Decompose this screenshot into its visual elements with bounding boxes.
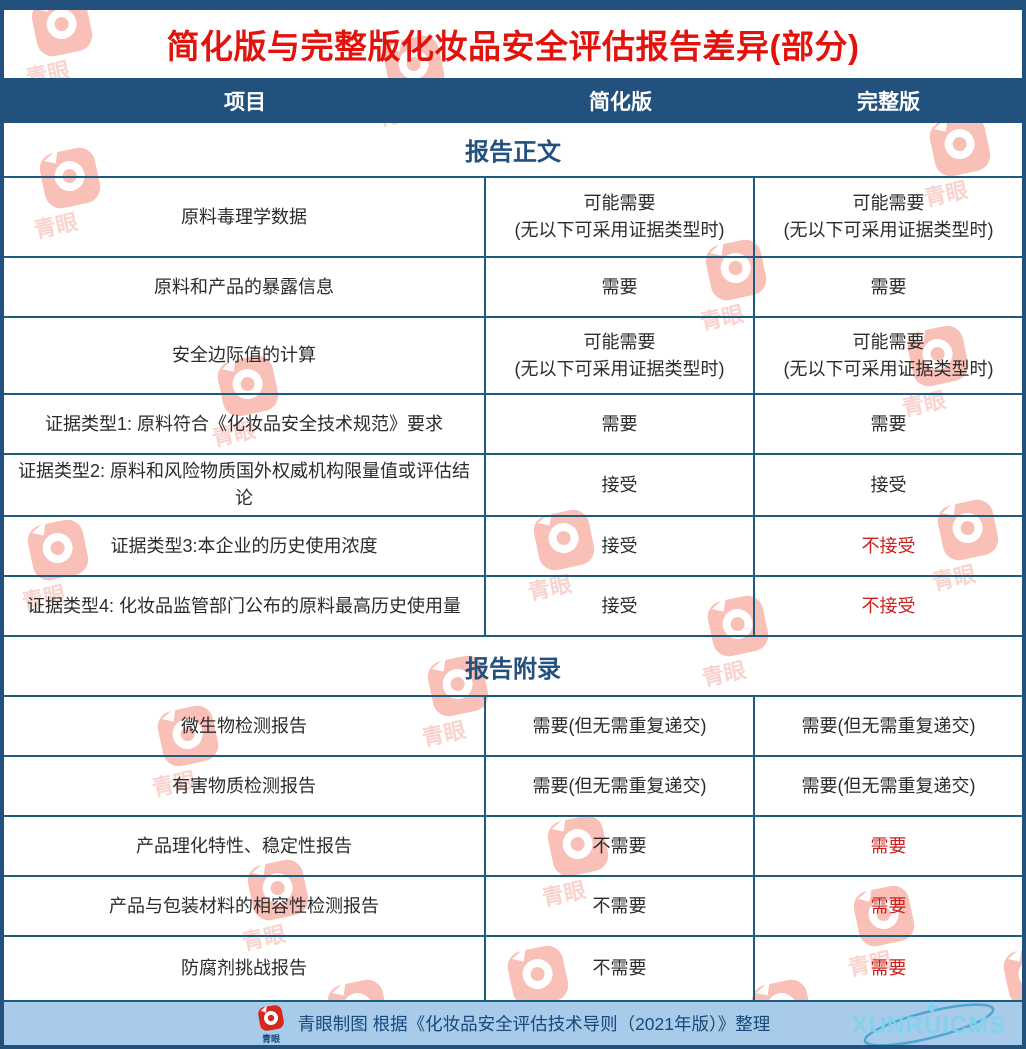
item-cell: 微生物检测报告 (4, 697, 486, 755)
qingyan-logo-icon: 青眼 (256, 1004, 286, 1044)
item-cell: 有害物质检测报告 (4, 757, 486, 815)
full-value-cell: 不接受 (861, 595, 916, 616)
item-cell: 防腐剂挑战报告 (4, 937, 486, 1000)
full-value-cell: 需要 (870, 958, 907, 978)
simplified-value-cell: 可能需要 (无以下可采用证据类型时) (486, 318, 755, 393)
item-cell: 证据类型1: 原料符合《化妆品安全技术规范》要求 (4, 395, 486, 453)
table-row: 原料毒理学数据 可能需要 (无以下可采用证据类型时) 可能需要 (无以下可采用证据类… (4, 178, 1022, 258)
table-row: 证据类型3:本企业的历史使用浓度 接受 不接受 (4, 517, 1022, 577)
footer: 青眼 青眼制图 根据《化妆品安全评估技术导则（2021年版）》整理 XUNRUI… (4, 1001, 1022, 1045)
item-cell: 产品与包装材料的相容性检测报告 (4, 877, 486, 935)
simplified-value-cell: 不需要 (486, 817, 755, 875)
full-value-cell: 需要 (870, 413, 907, 434)
simplified-value-cell: 需要 (486, 258, 755, 316)
section-heading: 报告附录 (4, 637, 1022, 697)
section-heading: 报告正文 (4, 123, 1022, 178)
simplified-value-cell: 接受 (486, 577, 755, 635)
item-cell: 证据类型2: 原料和风险物质国外权威机构限量值或评估结论 (4, 455, 486, 515)
full-value-cell: 需要(但无需重复递交) (801, 715, 976, 736)
table-row: 原料和产品的暴露信息 需要 需要 (4, 258, 1022, 318)
xunrui-orbit-swoosh (863, 1003, 995, 1045)
column-header-simplified: 简化版 (589, 90, 652, 114)
simplified-value-cell: 可能需要 (无以下可采用证据类型时) (486, 178, 755, 256)
table-header-row: 项目 简化版 完整版 (4, 78, 1022, 123)
full-value-cell: 接受 (870, 474, 907, 495)
table-row: 证据类型2: 原料和风险物质国外权威机构限量值或评估结论 接受 接受 (4, 455, 1022, 517)
full-value-cell: 需要 (870, 895, 907, 916)
table-row: 证据类型4: 化妆品监管部门公布的原料最高历史使用量 接受 不接受 (4, 577, 1022, 637)
item-cell: 安全边际值的计算 (4, 318, 486, 393)
table-row: 产品理化特性、稳定性报告 不需要 需要 (4, 817, 1022, 877)
full-value-cell: 需要 (870, 276, 907, 297)
table-row: 微生物检测报告 需要(但无需重复递交) 需要(但无需重复递交) (4, 697, 1022, 757)
full-value-cell: 需要 (870, 835, 907, 856)
credit-text: 青眼制图 根据《化妆品安全评估技术导则（2021年版）》整理 (297, 1014, 771, 1034)
full-value-cell: 可能需要 (无以下可采用证据类型时) (783, 331, 994, 379)
item-cell: 证据类型3:本企业的历史使用浓度 (4, 517, 486, 575)
title-bar: 简化版与完整版化妆品安全评估报告差异(部分) (4, 10, 1022, 78)
simplified-value-cell: 需要(但无需重复递交) (486, 757, 755, 815)
xunrui-sparkle-icon (925, 1001, 939, 1015)
xunruicms-text: XUNRUICMS (852, 1012, 1006, 1039)
simplified-value-cell: 不需要 (486, 937, 755, 1000)
table-body: 报告正文 原料毒理学数据 可能需要 (无以下可采用证据类型时) 可能需要 (无以下可采… (4, 123, 1022, 1002)
full-value-cell: 可能需要 (无以下可采用证据类型时) (783, 193, 994, 240)
qingyan-logo-label: 青眼 (262, 1033, 280, 1044)
item-cell: 证据类型4: 化妆品监管部门公布的原料最高历史使用量 (4, 577, 486, 635)
column-header-full: 完整版 (857, 90, 920, 114)
page-title: 简化版与完整版化妆品安全评估报告差异(部分) (166, 28, 860, 65)
full-value-cell: 需要(但无需重复递交) (801, 775, 976, 796)
table-row: 防腐剂挑战报告 不需要 需要 (4, 937, 1022, 1002)
table-row: 产品与包装材料的相容性检测报告 不需要 需要 (4, 877, 1022, 937)
item-cell: 原料和产品的暴露信息 (4, 258, 486, 316)
simplified-value-cell: 需要 (486, 395, 755, 453)
item-cell: 原料毒理学数据 (4, 178, 486, 256)
item-cell: 产品理化特性、稳定性报告 (4, 817, 486, 875)
simplified-value-cell: 不需要 (486, 877, 755, 935)
credit-block: 青眼 青眼制图 根据《化妆品安全评估技术导则（2021年版）》整理 (256, 1004, 771, 1044)
simplified-value-cell: 需要(但无需重复递交) (486, 697, 755, 755)
table-row: 安全边际值的计算 可能需要 (无以下可采用证据类型时) 可能需要 (无以下可采用证据… (4, 318, 1022, 395)
simplified-value-cell: 接受 (486, 517, 755, 575)
table-row: 证据类型1: 原料符合《化妆品安全技术规范》要求 需要 需要 (4, 395, 1022, 455)
simplified-value-cell: 接受 (486, 455, 755, 515)
table-row: 有害物质检测报告 需要(但无需重复递交) 需要(但无需重复递交) (4, 757, 1022, 817)
full-value-cell: 不接受 (861, 535, 916, 556)
xunruicms-watermark: XUNRUICMS (852, 1001, 1006, 1045)
column-header-item: 项目 (224, 90, 266, 114)
